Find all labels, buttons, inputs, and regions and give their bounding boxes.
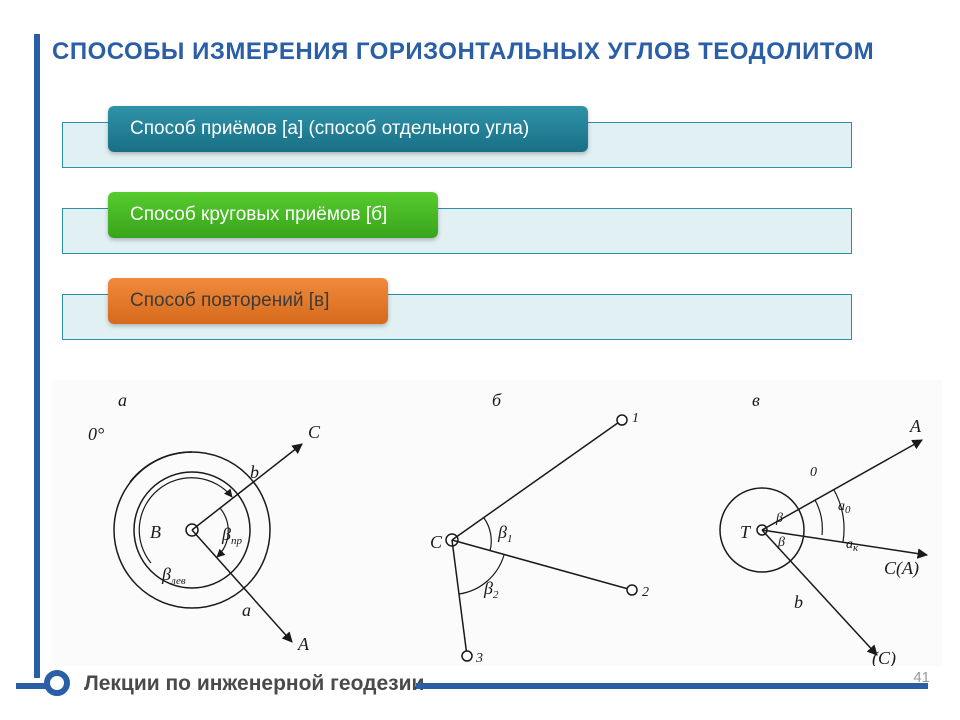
fig-b-ray-2 [452, 540, 632, 590]
fig-b-p2-label: 2 [642, 585, 649, 600]
slide-title: СПОСОБЫ ИЗМЕРЕНИЯ ГОРИЗОНТАЛЬНЫХ УГЛОВ Т… [52, 38, 874, 66]
method-row-c: Способ повторений [в] [62, 278, 852, 334]
figure-c: в T A C(A) (C) b 0 a0 aк β β [720, 390, 927, 666]
fig-c-A: A [909, 416, 922, 436]
fig-b-C: C [430, 532, 443, 552]
fig-b-p3 [462, 651, 472, 661]
fig-c-ak: aк [846, 537, 859, 554]
fig-b-ray-3 [452, 540, 467, 656]
figure-a: а 0° B b C a A βпр βлев [88, 390, 321, 654]
fig-c-b: b [794, 592, 803, 612]
fig-a-C: C [308, 422, 321, 442]
fig-b-arc1 [484, 518, 491, 551]
fig-a-beta-pr: βпр [221, 524, 242, 547]
fig-b-p2 [627, 585, 637, 595]
fig-a-b: b [250, 462, 259, 482]
footer-bar-right [416, 683, 928, 689]
figures-panel: а 0° B b C a A βпр βлев [52, 380, 942, 666]
figures-svg: а 0° B b C a A βпр βлев [52, 380, 942, 666]
slide-number: 41 [913, 669, 930, 686]
fig-c-beta1: β [775, 511, 783, 526]
fig-c-arc-a0 [815, 500, 822, 535]
figure-b: б C 1 2 3 β1 β2 [430, 390, 649, 666]
method-row-b: Способ круговых приёмов [б] [62, 192, 852, 248]
fig-a-ray-b [192, 444, 302, 530]
fig-a-beta-lev: βлев [161, 564, 186, 587]
method-tab-b: Способ круговых приёмов [б] [108, 192, 438, 238]
method-label: Способ повторений [в] [130, 290, 329, 312]
footer-text: Лекции по инженерной геодезии [84, 672, 424, 696]
fig-b-beta2: β2 [483, 578, 499, 601]
fig-b-p3-label: 3 [475, 651, 483, 666]
fig-a-B: B [150, 522, 161, 542]
fig-c-tag: в [752, 390, 760, 410]
fig-c-zero: 0 [810, 465, 817, 480]
footer-ring-icon [44, 670, 70, 696]
method-label: Способ круговых приёмов [б] [130, 204, 387, 226]
slide: СПОСОБЫ ИЗМЕРЕНИЯ ГОРИЗОНТАЛЬНЫХ УГЛОВ Т… [12, 12, 948, 708]
fig-a-a: a [242, 600, 251, 620]
fig-b-p1 [617, 415, 627, 425]
fig-a-arc-left [139, 478, 232, 563]
fig-c-CA: C(A) [884, 558, 919, 579]
fig-a-zero-arc [130, 452, 192, 482]
fig-a-A: A [297, 634, 310, 654]
fig-c-arc-ak [834, 490, 844, 542]
fig-a-zero: 0° [88, 424, 104, 444]
fig-a-tag: а [118, 390, 127, 410]
fig-b-ray-1 [452, 420, 622, 540]
fig-c-ray-A [762, 440, 922, 530]
method-label: Способ приёмов [а] (способ отдельного уг… [130, 118, 529, 140]
left-accent-rail [34, 34, 40, 678]
fig-b-beta1: β1 [497, 522, 512, 545]
method-tab-a: Способ приёмов [а] (способ отдельного уг… [108, 106, 588, 152]
fig-c-Cpar: (C) [872, 648, 896, 666]
fig-c-T: T [740, 522, 752, 542]
fig-b-tag: б [492, 390, 502, 410]
method-row-a: Способ приёмов [а] (способ отдельного уг… [62, 106, 852, 162]
fig-c-a0: a0 [838, 499, 851, 516]
method-tab-c: Способ повторений [в] [108, 278, 388, 324]
fig-c-beta2: β [777, 535, 785, 550]
fig-b-p1-label: 1 [632, 411, 639, 426]
